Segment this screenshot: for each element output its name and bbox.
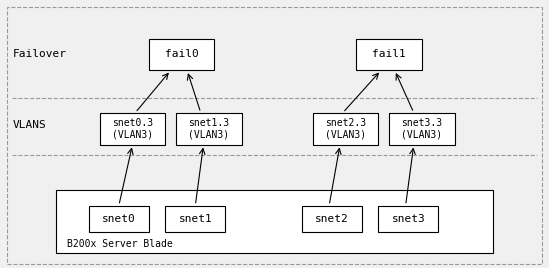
FancyBboxPatch shape [313,113,378,145]
Text: snet1.3
(VLAN3): snet1.3 (VLAN3) [188,118,229,140]
FancyBboxPatch shape [356,39,422,70]
FancyBboxPatch shape [389,113,455,145]
Text: snet0: snet0 [102,214,136,224]
Text: snet1: snet1 [178,214,212,224]
FancyBboxPatch shape [378,206,438,232]
Text: B200x Server Blade: B200x Server Blade [67,239,173,249]
Text: snet2.3
(VLAN3): snet2.3 (VLAN3) [325,118,366,140]
FancyBboxPatch shape [89,206,149,232]
FancyBboxPatch shape [56,190,493,253]
Text: fail0: fail0 [165,49,199,59]
FancyBboxPatch shape [176,113,242,145]
FancyBboxPatch shape [165,206,225,232]
FancyBboxPatch shape [302,206,362,232]
Text: snet2: snet2 [315,214,349,224]
Text: snet3: snet3 [391,214,425,224]
FancyBboxPatch shape [149,39,215,70]
Text: VLANS: VLANS [12,120,46,130]
Text: Failover: Failover [12,49,66,59]
FancyBboxPatch shape [100,113,165,145]
Text: snet0.3
(VLAN3): snet0.3 (VLAN3) [112,118,153,140]
Text: snet3.3
(VLAN3): snet3.3 (VLAN3) [401,118,442,140]
Text: fail1: fail1 [372,49,406,59]
